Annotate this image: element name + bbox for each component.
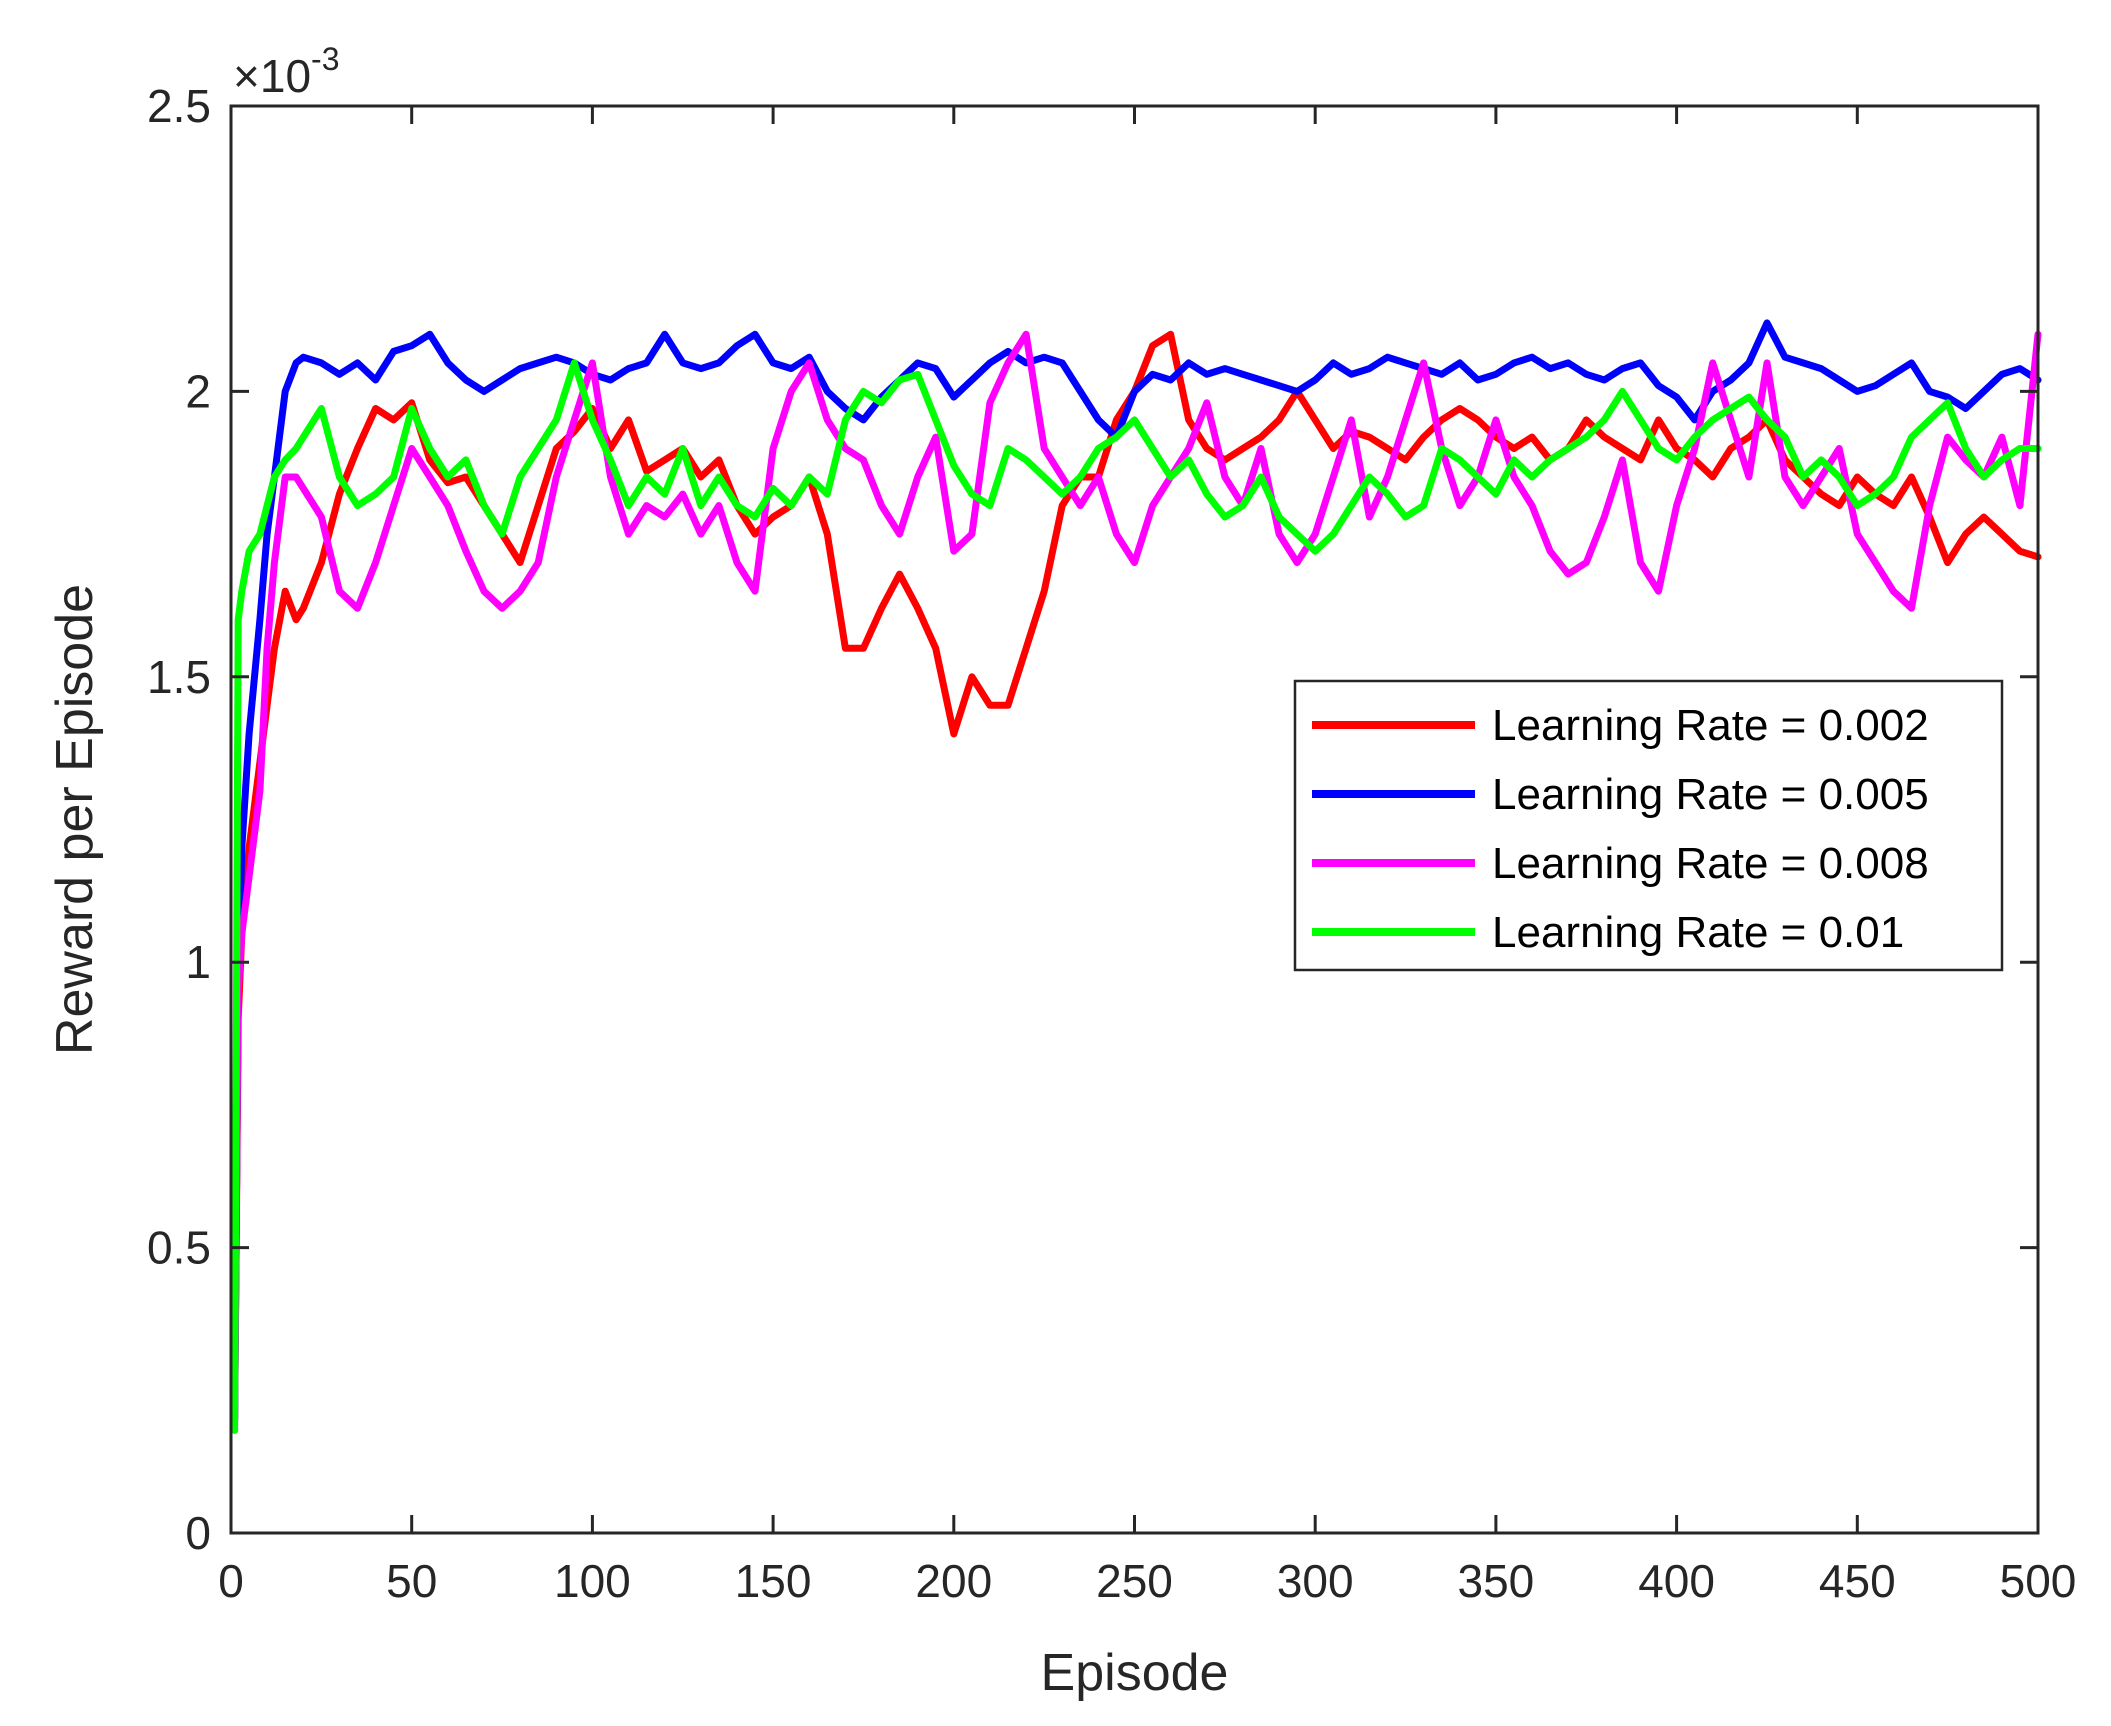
y-axis-label: Reward per Episode	[46, 584, 104, 1055]
legend-items: Learning Rate = 0.002 Learning Rate = 0.0…	[1312, 701, 1929, 957]
y-tick-label: 0.5	[147, 1222, 211, 1274]
y-tick-label: 1	[185, 936, 211, 988]
y-tick-label: 2.5	[147, 80, 211, 132]
x-axis-label: Episode	[1041, 1644, 1229, 1702]
x-tick-label: 400	[1638, 1555, 1715, 1607]
exponent-times-ten: ×10	[233, 50, 311, 102]
x-tick-label: 300	[1277, 1555, 1354, 1607]
y-tick-label: 0	[185, 1507, 211, 1559]
x-tick-label: 200	[915, 1555, 992, 1607]
legend-label-2: Learning Rate = 0.005	[1492, 770, 1929, 819]
legend-box	[1293, 679, 2004, 972]
x-tick-label: 450	[1819, 1555, 1896, 1607]
y-tick-labels: 0 0.5 1 1.5 2 2.5	[147, 80, 211, 1559]
exponent-power: -3	[311, 41, 339, 77]
y-tick-label: 1.5	[147, 651, 211, 703]
series-line-3	[231, 330, 2042, 1434]
series-layer	[231, 319, 2042, 1434]
x-tick-label: 350	[1458, 1555, 1535, 1607]
y-axis-exponent: ×10-3	[233, 41, 339, 102]
x-tick-label: 100	[554, 1555, 631, 1607]
x-tick-label: 500	[2000, 1555, 2077, 1607]
series-line-4	[231, 359, 2042, 1434]
y-tick-label: 2	[185, 365, 211, 417]
legend-label-1: Learning Rate = 0.002	[1492, 701, 1929, 750]
legend-label-4: Learning Rate = 0.01	[1492, 908, 1904, 957]
plot-area-frame	[229, 104, 2040, 1535]
series-line-1	[231, 330, 2042, 1423]
x-tick-labels: 0 50 100 150 200 250 300 350 400 450 500	[218, 1555, 2076, 1607]
x-tick-label: 0	[218, 1555, 244, 1607]
x-tick-label: 150	[735, 1555, 812, 1607]
x-tick-label: 50	[386, 1555, 437, 1607]
x-tick-label: 250	[1096, 1555, 1173, 1607]
legend-label-3: Learning Rate = 0.008	[1492, 839, 1929, 888]
legend: Learning Rate = 0.002 Learning Rate = 0.0…	[1293, 679, 2004, 972]
